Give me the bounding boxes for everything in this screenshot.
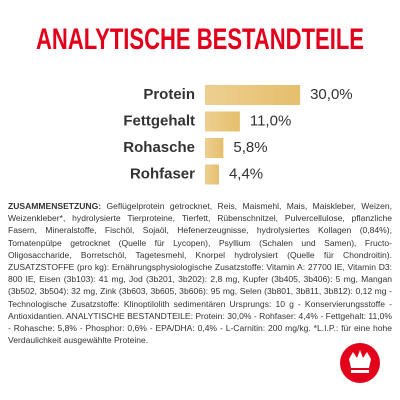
bar-sheen [205, 164, 219, 185]
value-label: 11,0% [250, 112, 291, 129]
logo-base [351, 370, 369, 373]
composition-text: Geflügelprotein getrocknet, Reis, Maisme… [8, 201, 392, 346]
logo [340, 343, 380, 383]
value-label: 5,8% [233, 139, 267, 156]
category-label: Rohfaser [130, 165, 195, 182]
bar-sheen [205, 111, 240, 132]
value-label: 30,0% [310, 86, 353, 103]
value-label: 4,4% [229, 165, 263, 182]
logo-crown [349, 350, 371, 368]
category-label: Protein [143, 86, 195, 103]
bar-sheen [205, 85, 301, 105]
chart-title: ANALYTISCHE BESTANDTEILE [36, 23, 364, 56]
composition-label: ZUSAMMENSETZUNG: [8, 201, 102, 211]
bar-sheen [205, 138, 224, 158]
category-label: Rohasche [123, 139, 195, 156]
category-label: Fettgehalt [123, 112, 195, 129]
composition: ZUSAMMENSETZUNG: Geflügelprotein getrock… [8, 200, 392, 346]
